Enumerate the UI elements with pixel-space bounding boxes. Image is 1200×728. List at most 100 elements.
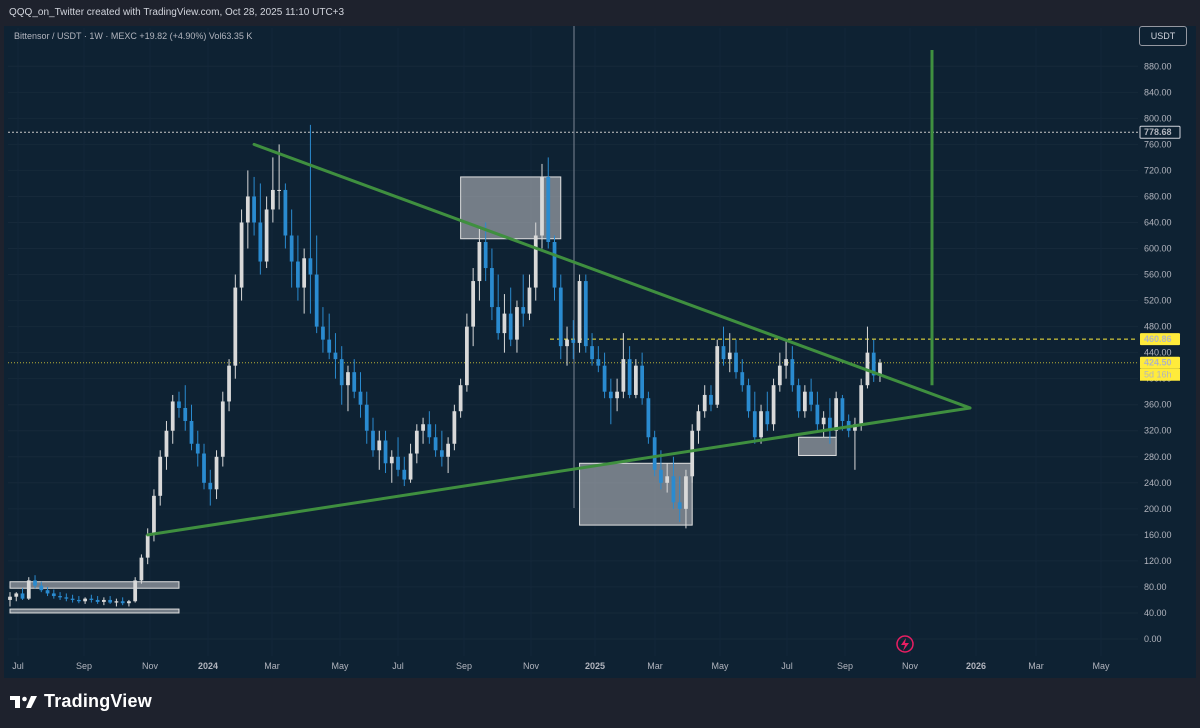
x-tick-label: 2026 [966, 661, 986, 671]
candle-body [352, 372, 357, 392]
candle-body [145, 534, 150, 558]
candle-body [809, 391, 813, 405]
candle-body [765, 411, 770, 425]
y-tick-label: 800.00 [1144, 113, 1172, 123]
candle-body [408, 453, 413, 480]
x-tick-label: Jul [12, 661, 24, 671]
candle-body [446, 443, 450, 457]
candle-body [640, 365, 645, 399]
candle-body [515, 307, 519, 340]
candle-body [120, 601, 125, 604]
countdown-tag-bg [1140, 368, 1180, 381]
time-axis[interactable]: Jul Sep Nov 2024 Mar May Jul Sep Nov 2025 Mar May Ju… [12, 661, 1110, 671]
candle-body [602, 365, 607, 392]
candle-body [252, 196, 256, 223]
candle-body [615, 391, 619, 399]
x-tick-label: Jul [392, 661, 404, 671]
y-tick-label: 0.00 [1144, 634, 1162, 644]
candle-body [496, 307, 501, 334]
candle-body [590, 346, 594, 360]
candle-body [64, 597, 69, 599]
candle-body [734, 352, 738, 373]
candle-body [258, 222, 263, 262]
candle-body [346, 372, 350, 386]
candle-body [621, 359, 626, 392]
candle-body [502, 313, 507, 334]
candle-body [727, 352, 732, 360]
candle-body [227, 365, 231, 402]
chart-panel[interactable] [4, 26, 1196, 678]
price-axis[interactable]: 880.00 840.00 800.00 760.00 720.00 680.00 640.… [1144, 61, 1172, 644]
y-tick-label: 200.00 [1144, 504, 1172, 514]
candle-body [70, 598, 75, 600]
candle-body [277, 189, 282, 191]
candle-body [790, 359, 795, 386]
y-tick-label: 280.00 [1144, 452, 1172, 462]
candle-body [89, 598, 94, 600]
candlestick-series[interactable] [8, 124, 882, 607]
candle-body [583, 281, 588, 347]
candle-body [659, 469, 663, 483]
x-tick-label: Mar [264, 661, 280, 671]
candle-body [452, 411, 457, 444]
candle-body [777, 365, 782, 386]
x-tick-label: Sep [837, 661, 853, 671]
y-tick-label: 760.00 [1144, 139, 1172, 149]
candle-body [821, 417, 826, 425]
y-tick-label: 640.00 [1144, 217, 1172, 227]
flash-icon[interactable] [896, 635, 914, 653]
y-tick-label: 560.00 [1144, 270, 1172, 280]
price-tag-bg [1140, 333, 1180, 346]
candle-body [608, 391, 613, 399]
x-tick-label: 2025 [585, 661, 605, 671]
y-tick-label: 880.00 [1144, 61, 1172, 71]
candle-body [220, 401, 225, 457]
candle-body [759, 411, 763, 438]
candle-body [784, 359, 788, 366]
candle-body [177, 401, 181, 408]
candle-body [671, 476, 676, 503]
y-tick-label: 240.00 [1144, 478, 1172, 488]
rectangle-zone [798, 436, 837, 456]
candle-body [58, 596, 62, 598]
candle-body [721, 346, 726, 360]
candle-body [627, 359, 632, 395]
bottom-bar [0, 678, 1200, 728]
candle-body [878, 362, 882, 376]
candle-body [752, 411, 757, 438]
candle-body [133, 580, 138, 602]
candle-body [321, 326, 325, 340]
candle-body [746, 385, 751, 412]
y-tick-label: 40.00 [1144, 608, 1167, 618]
candle-body [183, 407, 188, 421]
candle-body [45, 590, 50, 594]
candle-body [158, 456, 163, 496]
rectangle-drawings[interactable] [9, 176, 837, 614]
candle-body [189, 420, 194, 444]
candle-body [51, 593, 56, 597]
candle-body [871, 352, 876, 376]
y-tick-label: 680.00 [1144, 191, 1172, 201]
currency-button[interactable]: USDT [1139, 26, 1187, 46]
candle-body [364, 404, 369, 431]
candle-body [477, 242, 482, 282]
candle-body [152, 495, 156, 535]
candle-body [740, 372, 745, 386]
candle-body [652, 437, 657, 470]
tradingview-brand[interactable]: TradingView [10, 691, 152, 712]
candle-body [471, 281, 476, 327]
candle-body [684, 476, 688, 509]
candle-body [14, 593, 19, 597]
price-tag-bg [1139, 125, 1181, 139]
candle-body [289, 235, 294, 262]
symbol-legend[interactable]: Bittensor / USDT · 1W · MEXC +19.82 (+4.… [14, 31, 252, 41]
trendline-drawings[interactable] [146, 50, 972, 537]
y-tick-label: 720.00 [1144, 165, 1172, 175]
candle-body [270, 189, 275, 210]
candle-body [458, 385, 463, 412]
candle-body [490, 268, 494, 308]
candle-body [702, 394, 707, 412]
candle-body [95, 599, 100, 602]
candle-body [465, 326, 469, 386]
